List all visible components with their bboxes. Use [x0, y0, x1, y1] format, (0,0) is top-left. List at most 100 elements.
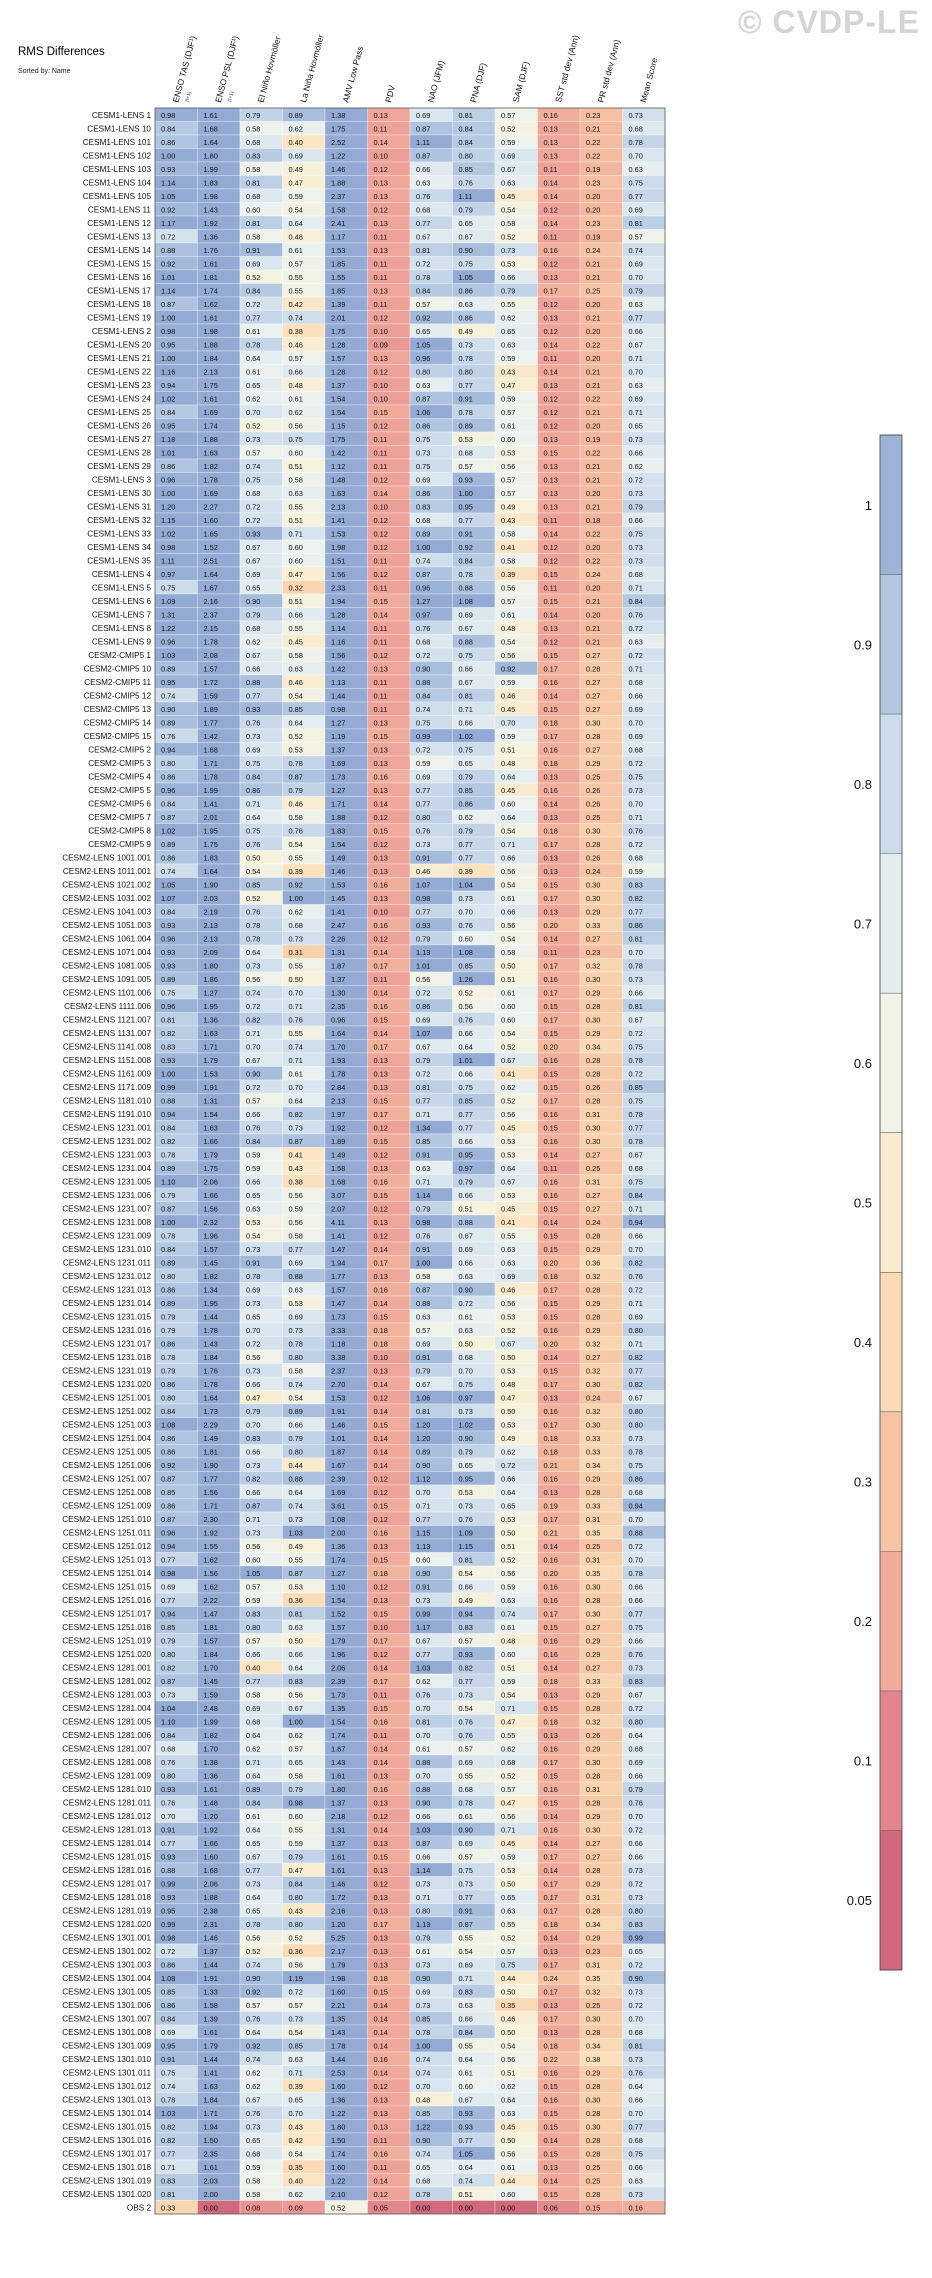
cell-value: 0.30 — [586, 2015, 600, 2024]
cell-value: 0.63 — [629, 300, 643, 309]
cell-value: 0.70 — [459, 908, 473, 917]
cell-value: 1.44 — [204, 2055, 218, 2064]
cell-value: 2.47 — [331, 921, 345, 930]
cell-value: 1.67 — [331, 1745, 345, 1754]
cell-value: 1.00 — [416, 543, 430, 552]
cell-value: 0.17 — [374, 1677, 388, 1686]
cell-value: 0.54 — [501, 935, 515, 944]
cell-value: 0.62 — [501, 2082, 515, 2091]
row-label: CESM2-LENS 1301.005 — [62, 1988, 151, 1997]
cell-value: 0.61 — [501, 1623, 515, 1632]
cell-value: 0.27 — [586, 1191, 600, 1200]
cell-value: 0.13 — [374, 759, 388, 768]
cell-value: 0.76 — [629, 1799, 643, 1808]
cell-value: 0.15 — [374, 827, 388, 836]
colorbar-tick-label: 0.4 — [854, 1335, 872, 1350]
cell-value: 0.75 — [416, 719, 430, 728]
cell-value: 0.28 — [586, 1286, 600, 1295]
cell-value: 1.74 — [331, 1731, 345, 1740]
cell-value: 0.16 — [544, 1583, 558, 1592]
column-header: PR std dev (Ann) — [596, 38, 622, 103]
cell-value: 0.86 — [416, 489, 430, 498]
cell-value: 1.02 — [161, 395, 175, 404]
cell-value: 0.69 — [416, 1016, 430, 1025]
cell-value: 0.82 — [629, 894, 643, 903]
cell-value: 0.80 — [629, 1326, 643, 1335]
cell-value: 0.34 — [586, 1043, 600, 1052]
cell-value: 0.33 — [586, 1677, 600, 1686]
cell-value: 0.70 — [416, 1772, 430, 1781]
cell-value: 0.13 — [374, 1218, 388, 1227]
cell-value: 0.87 — [161, 300, 175, 309]
cell-value: 5.25 — [331, 1934, 345, 1943]
cell-value: 0.66 — [501, 854, 515, 863]
row-label: CESM2-LENS 1251.020 — [62, 1650, 151, 1659]
cell-value: 0.77 — [416, 1097, 430, 1106]
cell-value: 0.73 — [416, 2001, 430, 2010]
cell-value: 1.61 — [204, 1785, 218, 1794]
cell-value: 0.56 — [501, 921, 515, 930]
cell-value: 1.11 — [161, 557, 175, 566]
cell-value: 0.91 — [416, 1583, 430, 1592]
cell-value: 0.78 — [161, 2096, 175, 2105]
cell-value: 0.11 — [374, 2136, 388, 2145]
cell-value: 0.95 — [459, 503, 473, 512]
cell-value: 0.80 — [161, 1772, 175, 1781]
cell-value: 1.55 — [331, 273, 345, 282]
cell-value: 0.92 — [246, 1988, 260, 1997]
cell-value: 0.72 — [629, 1029, 643, 1038]
row-label: CESM1-LENS 13 — [87, 233, 151, 242]
cell-value: 0.26 — [586, 1083, 600, 1092]
cell-value: 0.16 — [544, 1650, 558, 1659]
cell-value: 0.57 — [246, 1097, 260, 1106]
cell-value: 0.15 — [544, 1623, 558, 1632]
cell-value: 0.56 — [246, 975, 260, 984]
cell-value: 0.52 — [246, 422, 260, 431]
cell-value: 1.85 — [331, 260, 345, 269]
cell-value: 0.79 — [459, 1448, 473, 1457]
cell-value: 0.29 — [586, 1029, 600, 1038]
cell-value: 0.52 — [501, 1043, 515, 1052]
cell-value: 0.68 — [246, 2150, 260, 2159]
cell-value: 0.72 — [416, 746, 430, 755]
cell-value: 0.61 — [416, 1947, 430, 1956]
cell-value: 0.69 — [416, 111, 430, 120]
cell-value: 1.44 — [204, 1961, 218, 1970]
cell-value: 0.72 — [629, 1704, 643, 1713]
cell-value: 1.00 — [459, 489, 473, 498]
cell-value: 0.78 — [629, 1448, 643, 1457]
cell-value: 0.13 — [374, 1947, 388, 1956]
cell-value: 0.20 — [586, 300, 600, 309]
cell-value: 0.92 — [501, 665, 515, 674]
cell-value: 0.68 — [246, 138, 260, 147]
cell-value: 0.63 — [629, 638, 643, 647]
row-label: CESM2-LENS 1301.016 — [62, 2136, 151, 2145]
cell-value: 0.18 — [544, 1677, 558, 1686]
cell-value: 0.67 — [416, 1637, 430, 1646]
cell-value: 0.55 — [289, 1826, 303, 1835]
cell-value: 0.15 — [374, 1421, 388, 1430]
cell-value: 0.10 — [374, 381, 388, 390]
cell-value: 0.80 — [459, 368, 473, 377]
row-label: CESM2-LENS 1091.005 — [62, 975, 151, 984]
column-header: ENSO TAS (DJF¹) — [171, 34, 198, 103]
cell-value: 0.17 — [544, 1515, 558, 1524]
cell-value: 0.70 — [416, 2082, 430, 2091]
cell-value: 0.31 — [289, 948, 303, 957]
cell-value: 0.16 — [544, 678, 558, 687]
cell-value: 1.47 — [204, 1610, 218, 1619]
cell-value: 1.92 — [204, 1529, 218, 1538]
cell-value: 0.57 — [459, 1745, 473, 1754]
cell-value: 0.72 — [629, 1826, 643, 1835]
cell-value: 0.55 — [501, 1920, 515, 1929]
cell-value: 0.98 — [161, 1934, 175, 1943]
cell-value: 0.86 — [459, 314, 473, 323]
cell-value: 0.57 — [246, 2001, 260, 2010]
cell-value: 0.44 — [289, 1461, 303, 1470]
cell-value: 0.31 — [586, 1110, 600, 1119]
cell-value: 0.56 — [501, 1299, 515, 1308]
cell-value: 0.73 — [629, 489, 643, 498]
cell-value: 0.84 — [161, 908, 175, 917]
cell-value: 0.78 — [246, 921, 260, 930]
cell-value: 1.22 — [161, 624, 175, 633]
